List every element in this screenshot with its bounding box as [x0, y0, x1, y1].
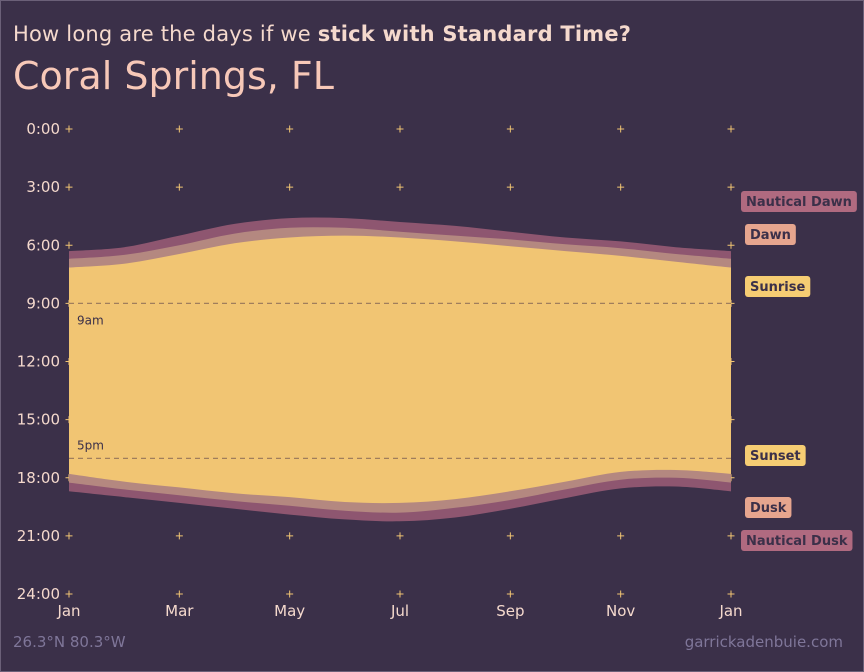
- series-label-box: [741, 530, 853, 551]
- series-label: Dawn: [745, 224, 796, 245]
- series-label-text: Sunrise: [750, 280, 805, 295]
- daylight-band: [69, 235, 731, 504]
- grid-plus-marker: [617, 125, 625, 133]
- grid-plus-marker: [396, 590, 404, 598]
- y-tick-label: 6:00: [26, 236, 60, 254]
- series-label: Dusk: [745, 497, 792, 518]
- grid-plus-marker: [617, 590, 625, 598]
- y-tick-label: 9:00: [26, 294, 60, 312]
- location-coordinates: 26.3°N 80.3°W: [13, 633, 126, 651]
- grid-plus-marker: [396, 532, 404, 540]
- chart-title: Coral Springs, FL: [13, 54, 334, 98]
- series-label-box: [745, 276, 811, 297]
- series-label: Sunrise: [745, 276, 811, 297]
- x-tick-label: May: [274, 602, 305, 620]
- series-label: Sunset: [745, 445, 806, 466]
- x-tick-label: Sep: [496, 602, 524, 620]
- chart-subtitle: How long are the days if we stick with S…: [13, 22, 632, 46]
- grid-plus-marker: [506, 532, 514, 540]
- series-label-text: Sunset: [750, 449, 801, 464]
- grid-plus-marker: [175, 183, 183, 191]
- grid-plus-marker: [65, 590, 73, 598]
- grid-plus-marker: [727, 590, 735, 598]
- grid-plus-marker: [617, 532, 625, 540]
- y-tick-label: 12:00: [17, 353, 60, 371]
- series-label-text: Dawn: [750, 228, 791, 243]
- x-tick-label: Jan: [56, 602, 80, 620]
- grid-plus-marker: [175, 125, 183, 133]
- series-label-text: Nautical Dawn: [746, 195, 852, 210]
- grid-plus-marker: [617, 183, 625, 191]
- y-tick-label: 24:00: [17, 585, 60, 603]
- y-tick-label: 18:00: [17, 469, 60, 487]
- chart-subtitle-bold: stick with Standard Time?: [317, 22, 632, 46]
- series-label-box: [745, 497, 792, 518]
- grid-plus-marker: [727, 532, 735, 540]
- series-label-text: Nautical Dusk: [746, 534, 848, 549]
- series-label-box: [745, 224, 796, 245]
- grid-plus-marker: [396, 125, 404, 133]
- x-tick-label: Nov: [606, 602, 635, 620]
- credit-link[interactable]: garrickadenbuie.com: [684, 633, 843, 651]
- grid-plus-marker: [286, 532, 294, 540]
- grid-plus-marker: [506, 125, 514, 133]
- grid-plus-marker: [65, 183, 73, 191]
- x-tick-label: Jul: [390, 602, 409, 620]
- series-label-box: [745, 445, 806, 466]
- x-tick-label: Jan: [718, 602, 742, 620]
- grid-plus-marker: [175, 590, 183, 598]
- grid-plus-marker: [727, 241, 735, 249]
- reference-line-label: 5pm: [77, 438, 104, 452]
- grid-plus-marker: [65, 532, 73, 540]
- series-label: Nautical Dawn: [741, 191, 857, 212]
- series-label-box: [741, 191, 857, 212]
- y-tick-label: 3:00: [26, 178, 60, 196]
- x-tick-label: Mar: [165, 602, 194, 620]
- grid-plus-marker: [286, 590, 294, 598]
- grid-plus-marker: [727, 183, 735, 191]
- grid-plus-marker: [727, 125, 735, 133]
- y-tick-label: 0:00: [26, 120, 60, 138]
- grid-plus-marker: [286, 125, 294, 133]
- grid-plus-marker: [506, 590, 514, 598]
- series-label-text: Dusk: [750, 501, 787, 516]
- grid-plus-marker: [65, 241, 73, 249]
- y-tick-label: 21:00: [17, 527, 60, 545]
- grid-plus-marker: [396, 183, 404, 191]
- grid-plus-marker: [175, 532, 183, 540]
- reference-line-label: 9am: [77, 313, 104, 327]
- series-label: Nautical Dusk: [741, 530, 853, 551]
- grid-plus-marker: [506, 183, 514, 191]
- grid-plus-marker: [65, 125, 73, 133]
- y-tick-label: 15:00: [17, 411, 60, 429]
- grid-plus-marker: [286, 183, 294, 191]
